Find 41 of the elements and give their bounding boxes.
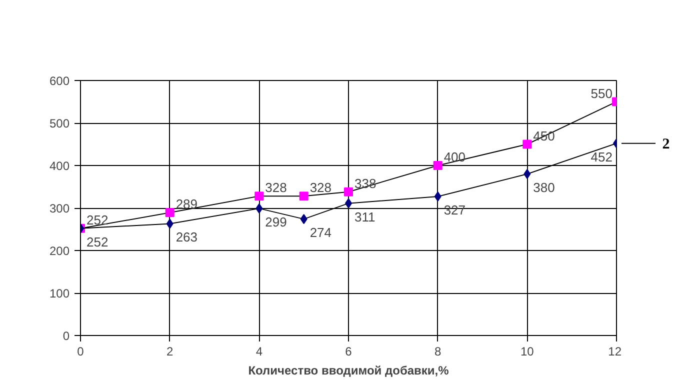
point: [433, 161, 442, 170]
y-tick-label: 200: [49, 244, 70, 258]
x-tick-label: 10: [520, 344, 534, 358]
legend-label: 2: [662, 136, 670, 152]
x-axis-title: Количество вводимой добавки,%: [248, 364, 450, 378]
point: [166, 218, 174, 229]
point: [165, 208, 174, 218]
x-tick-label: 0: [77, 344, 84, 358]
point: [524, 169, 531, 179]
y-tick-label: 500: [49, 116, 70, 130]
point: [344, 187, 353, 196]
x-tick-label: 4: [256, 344, 263, 358]
x-tick-label: 8: [434, 344, 442, 358]
point: [300, 214, 308, 224]
data-label: 328: [310, 180, 332, 196]
data-label: 252: [86, 234, 108, 250]
data-label: 252: [86, 212, 108, 228]
y-tick-label: 100: [49, 286, 70, 300]
x-tick-label: 12: [608, 344, 622, 358]
data-label: 550: [590, 86, 613, 101]
y-tick-label: 600: [49, 74, 70, 88]
data-label: 380: [533, 180, 555, 195]
y-tick-label: 300: [49, 202, 70, 216]
x-tick-label: 2: [166, 344, 174, 358]
y-tick-label: 0: [62, 329, 70, 343]
data-label: 299: [265, 214, 287, 230]
point: [522, 140, 532, 149]
point: [256, 203, 263, 214]
point: [434, 192, 442, 202]
data-label: 400: [444, 150, 466, 164]
point: [254, 192, 264, 201]
data-label: 452: [590, 149, 613, 164]
point: [299, 192, 308, 201]
data-label: 338: [354, 176, 376, 191]
data-label: 263: [176, 230, 198, 245]
data-label: 289: [176, 196, 198, 212]
data-label: 328: [265, 180, 287, 196]
x-tick-label: 6: [345, 344, 352, 358]
data-label: 274: [310, 225, 332, 240]
data-label: 311: [354, 209, 376, 224]
y-tick-label: 400: [49, 159, 70, 173]
